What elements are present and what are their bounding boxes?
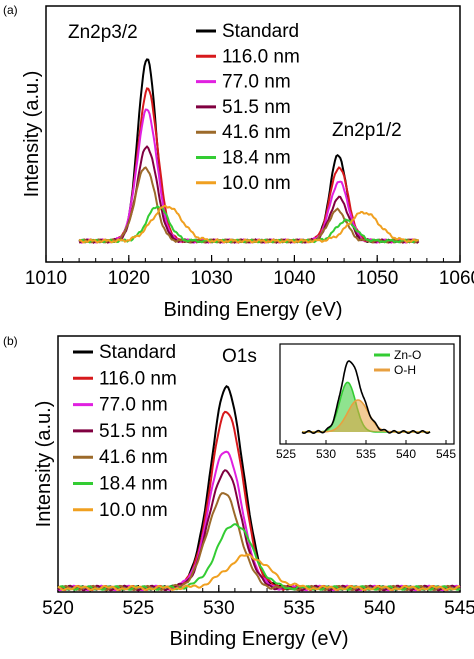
panel-a-annotation-zn2p12: Zn2p1/2	[332, 120, 402, 141]
x-tick-label: 1040	[273, 268, 315, 289]
x-tick-label: 535	[283, 598, 315, 619]
x-tick-label: 1060	[439, 268, 474, 289]
legend-label: 77.0 nm	[99, 395, 168, 416]
inset-x-tick-label: 525	[276, 447, 296, 461]
panel-a-chart: 1010 1020 1030 1040 1050 1060 Standard 116.0 n…	[21, 5, 474, 321]
inset-legend-label: Zn-O	[394, 348, 421, 362]
legend-label: 18.4 nm	[222, 148, 291, 169]
series-line-7	[78, 204, 419, 244]
panel-b-x-axis-label: Binding Energy (eV)	[170, 628, 349, 650]
panel-a-series-lines	[78, 58, 420, 244]
inset-series	[301, 360, 431, 435]
legend-label: 51.5 nm	[99, 421, 168, 442]
panel-b-x-ticks: 520 525 530 535 540 545	[42, 585, 474, 619]
series-line-7	[57, 553, 460, 592]
legend-label: 41.6 nm	[99, 447, 168, 468]
panel-a-annotation-zn2p32: Zn2p3/2	[68, 22, 138, 43]
inset-legend-label: O-H	[394, 363, 416, 377]
legend-label: 10.0 nm	[99, 500, 168, 521]
panel-b-legend: Standard 116.0 nm 77.0 nm 51.5 nm 41.6 nm 18.…	[73, 342, 177, 521]
panel-b-inset: 525 530 535 540 545 Zn-OO-H	[276, 343, 456, 461]
legend-label: Standard	[99, 342, 176, 363]
panel-a-legend: Standard 116.0 nm 77.0 nm 51.5 nm 41.6 nm 18.…	[196, 21, 300, 194]
inset-x-tick-label: 530	[316, 447, 336, 461]
inset-x-tick-label: 545	[436, 447, 456, 461]
panel-b-annotation-o1s: O1s	[222, 346, 257, 367]
x-tick-label: 1030	[190, 268, 232, 289]
panel-b-plot-frame	[57, 335, 461, 593]
legend-label: 77.0 nm	[222, 72, 291, 93]
panel-b-legend-mask	[266, 343, 276, 369]
inset-x-tick-label: 535	[356, 447, 376, 461]
legend-label: 41.6 nm	[222, 122, 291, 143]
x-tick-label: 1050	[356, 268, 398, 289]
inset-x-ticks: 525 530 535 540 545	[276, 440, 456, 461]
legend-label: 10.0 nm	[222, 173, 291, 194]
x-tick-label: 1010	[25, 268, 67, 289]
inset-line-3	[301, 360, 431, 435]
legend-label: 18.4 nm	[99, 474, 168, 495]
legend-label: Standard	[222, 21, 299, 42]
x-tick-label: 525	[123, 598, 155, 619]
x-tick-label: 520	[42, 598, 74, 619]
x-tick-label: 540	[364, 598, 396, 619]
legend-label: 116.0 nm	[222, 46, 300, 67]
inset-legend: Zn-OO-H	[374, 348, 421, 377]
series-line-3	[57, 450, 461, 592]
inset-area-2	[302, 400, 430, 432]
panel-a-plot-frame	[45, 5, 461, 263]
x-tick-label: 545	[444, 598, 474, 619]
panel-a-x-ticks: 1010 1020 1030 1040 1050 1060	[25, 255, 474, 289]
inset-x-tick-label: 540	[396, 447, 416, 461]
panel-a-x-axis-label: Binding Energy (eV)	[164, 299, 343, 321]
x-tick-label: 530	[203, 598, 235, 619]
panel-label-b: (b)	[3, 334, 18, 348]
legend-label: 51.5 nm	[222, 97, 291, 118]
x-tick-label: 1020	[108, 268, 150, 289]
legend-label: 116.0 nm	[99, 368, 177, 389]
panel-b-chart: 520 525 530 535 540 545 O1s Standard 116.0 nm 7…	[33, 335, 474, 650]
panel-b-series-lines	[57, 385, 461, 592]
panel-a-y-axis-label: Intensity (a.u.)	[21, 71, 43, 198]
panel-b-y-axis-label: Intensity (a.u.)	[33, 401, 55, 528]
panel-label-a: (a)	[3, 3, 18, 17]
